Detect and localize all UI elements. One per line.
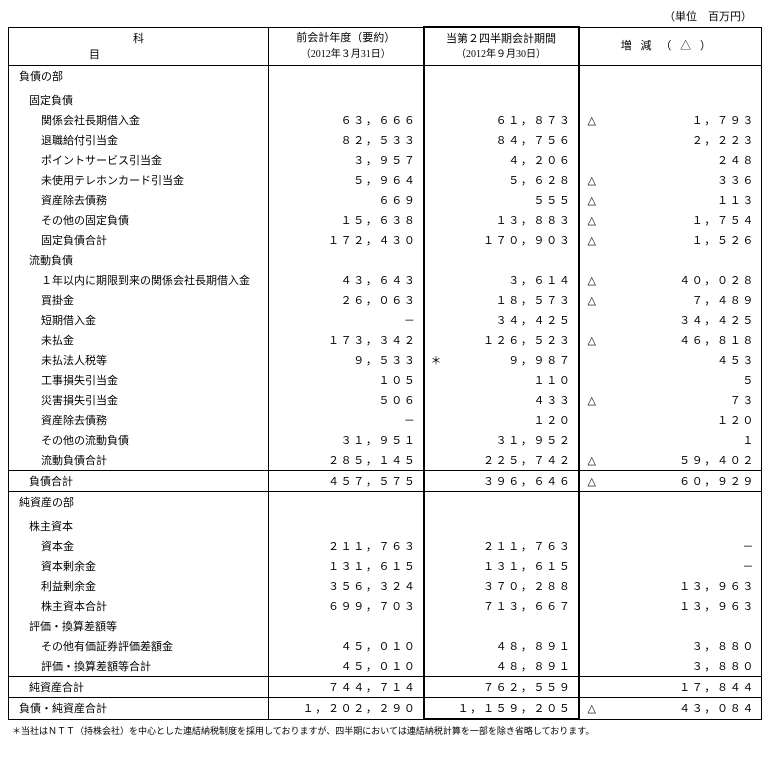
asterisk-mark: ＊ <box>431 352 444 368</box>
table-row: 負債・純資産合計１，２０２，２９０１，１５９，２０５△４３，０８４ <box>9 698 762 720</box>
table-row: 純資産の部 <box>9 492 762 513</box>
table-row: その他の流動負債３１，９５１３１，９５２１ <box>9 430 762 450</box>
table-row: その他有価証券評価差額金４５，０１０４８，８９１３，８８０ <box>9 636 762 656</box>
table-header-row: 科目 前会計年度（要約） （2012年３月31日） 当第２四半期会計期間 （20… <box>9 27 762 66</box>
table-row: 短期借入金－３４，４２５３４，４２５ <box>9 310 762 330</box>
table-row: 評価・換算差額等 <box>9 616 762 636</box>
balance-sheet-table: 科目 前会計年度（要約） （2012年３月31日） 当第２四半期会計期間 （20… <box>8 26 762 720</box>
unit-label: （単位 百万円） <box>8 8 762 24</box>
table-row: 負債合計４５７，５７５３９６，６４６△６０，９２９ <box>9 471 762 492</box>
header-item: 科目 <box>9 27 269 66</box>
table-row: 株主資本合計６９９，７０３７１３，６６７１３，９６３ <box>9 596 762 616</box>
table-row: 資本金２１１，７６３２１１，７６３－ <box>9 536 762 556</box>
table-row: 固定負債合計１７２，４３０１７０，９０３△１，５２６ <box>9 230 762 250</box>
table-row: その他の固定負債１５，６３８１３，８８３△１，７５４ <box>9 210 762 230</box>
table-row: 買掛金２６，０６３１８，５７３△７，４８９ <box>9 290 762 310</box>
table-row: 工事損失引当金１０５１１０５ <box>9 370 762 390</box>
table-row: 資産除去債務－１２０１２０ <box>9 410 762 430</box>
table-row: 資本剰余金１３１，６１５１３１，６１５－ <box>9 556 762 576</box>
table-row: 未払法人税等９，５３３＊９，９８７４５３ <box>9 350 762 370</box>
header-diff: 増減（△） <box>579 27 762 66</box>
table-row: 関係会社長期借入金６３，６６６６１，８７３△１，７９３ <box>9 110 762 130</box>
table-row: 株主資本 <box>9 516 762 536</box>
table-row: 評価・換算差額等合計４５，０１０４８，８９１３，８８０ <box>9 656 762 677</box>
table-row: 未使用テレホンカード引当金５，９６４５，６２８△３３６ <box>9 170 762 190</box>
table-row: 利益剰余金３５６，３２４３７０，２８８１３，９６３ <box>9 576 762 596</box>
table-row: 固定負債 <box>9 90 762 110</box>
table-row: 未払金１７３，３４２１２６，５２３△４６，８１８ <box>9 330 762 350</box>
table-row: 災害損失引当金５０６４３３△７３ <box>9 390 762 410</box>
table-row: 資産除去債務６６９５５５△１１３ <box>9 190 762 210</box>
table-row: 負債の部 <box>9 66 762 87</box>
table-row: １年以内に期限到来の関係会社長期借入金４３，６４３３，６１４△４０，０２８ <box>9 270 762 290</box>
table-row: 純資産合計７４４，７１４７６２，５５９１７，８４４ <box>9 677 762 698</box>
header-prev: 前会計年度（要約） （2012年３月31日） <box>269 27 424 66</box>
header-curr: 当第２四半期会計期間 （2012年９月30日） <box>424 27 579 66</box>
footnote: ＊当社はＮＴＴ（持株会社）を中心とした連結納税制度を採用しておりますが、四半期に… <box>8 724 762 737</box>
table-row: ポイントサービス引当金３，９５７４，２０６２４８ <box>9 150 762 170</box>
table-row: 流動負債合計２８５，１４５２２５，７４２△５９，４０２ <box>9 450 762 471</box>
table-row: 流動負債 <box>9 250 762 270</box>
table-row: 退職給付引当金８２，５３３８４，７５６２，２２３ <box>9 130 762 150</box>
